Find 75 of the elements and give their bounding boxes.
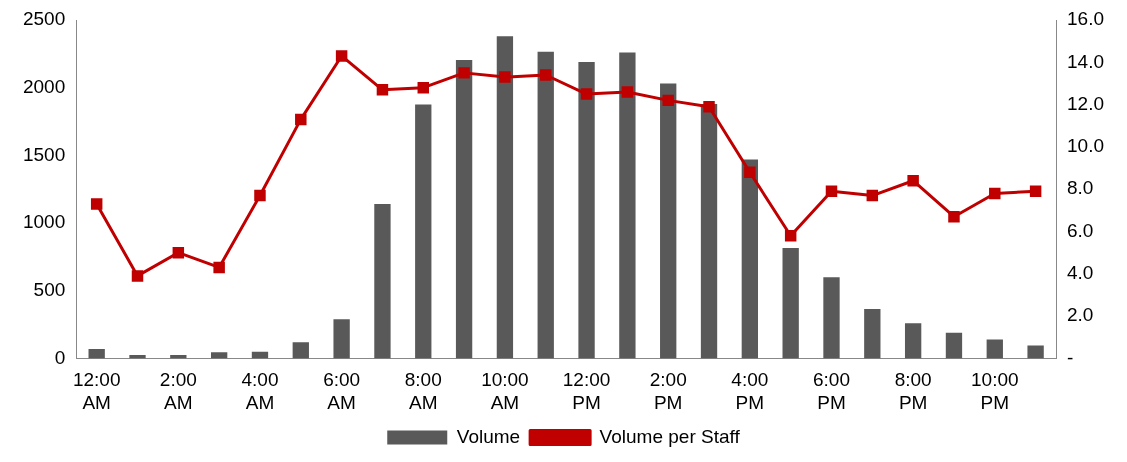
legend-label: Volume per Staff: [599, 425, 741, 447]
point: [989, 187, 1001, 200]
bar: [415, 104, 432, 359]
bar: [619, 52, 636, 359]
point: [335, 50, 348, 62]
y2-tick-label: 10.0: [1067, 135, 1104, 157]
bar: [945, 332, 963, 359]
bar: [986, 339, 1003, 359]
y-tick-label: 0: [54, 346, 66, 368]
bar: [455, 59, 473, 359]
x-tick-label: 4:00 PM: [731, 369, 769, 413]
point: [376, 84, 389, 96]
x-tick-label: 10:00 PM: [971, 369, 1019, 413]
point: [744, 166, 756, 179]
point: [866, 189, 879, 202]
bar: [537, 51, 554, 359]
point: [172, 246, 185, 259]
y-tick-label: 1500: [22, 143, 66, 165]
bar: [496, 36, 514, 359]
bar: [904, 323, 922, 359]
x-tick-label: 6:00 AM: [323, 369, 361, 413]
y-tick-label: 2000: [22, 75, 66, 97]
y2-tick-label: 6.0: [1067, 219, 1094, 241]
x-tick-label: 2:00 PM: [649, 369, 687, 413]
bar: [864, 308, 881, 359]
bar: [578, 61, 595, 359]
bar: [333, 319, 350, 359]
point: [580, 88, 593, 100]
point: [621, 86, 634, 98]
x-tick-label: 4:00 AM: [241, 369, 279, 413]
y2-tick-label: -: [1067, 346, 1074, 368]
bar: [374, 204, 391, 359]
point: [213, 261, 225, 274]
point: [417, 81, 430, 94]
point: [948, 210, 960, 223]
bar: [210, 352, 228, 359]
point: [90, 198, 103, 210]
point: [907, 175, 919, 187]
y2-tick-label: 2.0: [1067, 304, 1094, 326]
legend-label: Volume: [456, 425, 521, 447]
point: [662, 94, 674, 107]
bar: [741, 159, 759, 359]
bar: [782, 248, 799, 359]
y2-tick-label: 8.0: [1067, 177, 1094, 199]
point: [295, 113, 307, 126]
bar: [1027, 345, 1044, 359]
y-tick-label: 1000: [22, 211, 66, 233]
y-tick-label: 500: [33, 278, 66, 300]
y-tick-label: 2500: [22, 8, 66, 30]
point: [254, 189, 266, 202]
point: [458, 67, 470, 79]
point: [825, 185, 838, 198]
x-tick-label: 8:00 PM: [894, 369, 932, 413]
bar: [292, 342, 309, 359]
x-tick-label: 12:00 AM: [72, 369, 121, 413]
bar: [88, 348, 105, 359]
bar: [700, 103, 718, 359]
x-tick-label: 12:00 PM: [562, 369, 611, 413]
y2-tick-label: 16.0: [1067, 8, 1104, 30]
point: [703, 100, 715, 113]
x-tick-label: 8:00 AM: [404, 369, 442, 413]
x-tick-label: 6:00 PM: [813, 369, 850, 413]
bar: [660, 83, 677, 359]
point: [1029, 185, 1042, 198]
y2-tick-label: 12.0: [1067, 92, 1104, 114]
point: [539, 69, 552, 81]
point: [131, 270, 144, 282]
bar: [823, 277, 840, 359]
y2-tick-label: 4.0: [1067, 262, 1094, 284]
bar: [129, 355, 146, 359]
x-tick-label: 2:00 AM: [159, 369, 197, 413]
point: [499, 71, 511, 83]
y2-tick-label: 14.0: [1067, 50, 1104, 72]
x-tick-label: 10:00 AM: [481, 369, 529, 413]
point: [784, 229, 797, 242]
